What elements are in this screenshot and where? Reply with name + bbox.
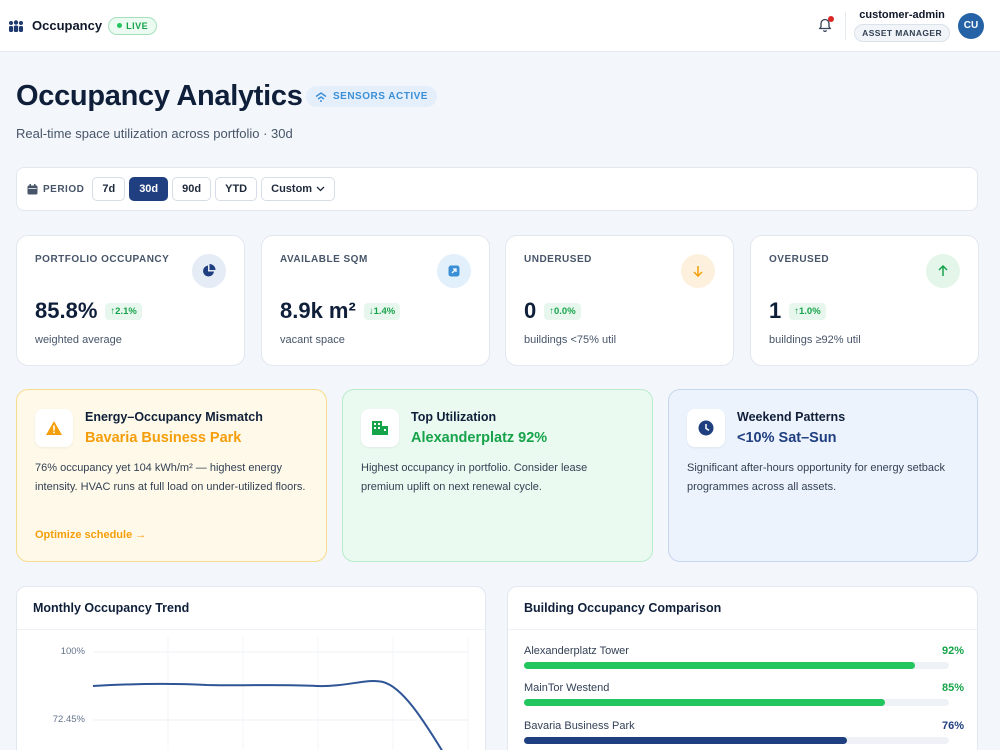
trend-series-line <box>92 680 443 750</box>
y-tick-label: 100% <box>60 646 85 657</box>
kpi-subtext: vacant space <box>280 334 345 346</box>
insight-card-energy-mismatch: Energy–Occupancy Mismatch Bavaria Busine… <box>16 389 327 562</box>
building-icon <box>361 409 399 447</box>
period-custom-label: Custom <box>271 183 313 195</box>
clock-icon <box>687 409 725 447</box>
kpi-subtext: weighted average <box>35 334 122 346</box>
people-icon <box>8 19 24 32</box>
kpi-delta: ↑2.1% <box>105 302 142 320</box>
kpi-card-available-sqm[interactable]: AVAILABLE SQM 8.9k m² ↓1.4% vacant space <box>261 235 490 366</box>
sensors-badge-label: SENSORS ACTIVE <box>333 91 428 102</box>
kpi-delta: ↑1.0% <box>789 302 826 320</box>
bar-track <box>524 662 949 669</box>
live-badge-label: LIVE <box>126 20 149 31</box>
insight-highlight: <10% Sat–Sun <box>737 430 837 446</box>
kpi-subtext: buildings ≥92% util <box>769 334 861 346</box>
building-bar-row[interactable]: MainTor Westend 85% <box>524 682 964 706</box>
role-badge: ASSET MANAGER <box>854 24 950 42</box>
bar-fill <box>524 699 886 706</box>
period-90d-button[interactable]: 90d <box>172 177 212 201</box>
building-name: Bavaria Business Park <box>524 720 635 732</box>
bell-icon <box>818 18 832 32</box>
calendar-icon <box>27 183 38 194</box>
bar-track <box>524 699 949 706</box>
insight-card-weekend-patterns: Weekend Patterns <10% Sat–Sun Significan… <box>668 389 978 562</box>
insight-title: Weekend Patterns <box>737 410 846 424</box>
kpi-value: 85.8% <box>35 298 98 323</box>
kpi-delta: ↑0.0% <box>544 302 581 320</box>
insight-highlight: Alexanderplatz 92% <box>411 430 548 446</box>
building-value: 92% <box>941 645 964 657</box>
kpi-label: PORTFOLIO OCCUPANCY <box>35 254 170 265</box>
period-7d-button[interactable]: 7d <box>92 177 126 201</box>
arrow-down-icon <box>681 254 715 288</box>
period-30d-button[interactable]: 30d <box>129 177 169 201</box>
building-value: 76% <box>941 720 964 732</box>
period-label: PERIOD <box>27 183 85 195</box>
period-ytd-button[interactable]: YTD <box>215 177 258 201</box>
building-comparison-panel: Building Occupancy Comparison Alexanderp… <box>507 586 978 750</box>
kpi-label: OVERUSED <box>769 254 830 265</box>
top-bar: Occupancy LIVE customer-admin ASSET MANA… <box>0 0 1000 52</box>
insight-card-top-utilization: Top Utilization Alexanderplatz 92% Highe… <box>342 389 653 562</box>
insight-highlight: Bavaria Business Park <box>85 430 242 446</box>
period-label-text: PERIOD <box>43 183 85 195</box>
chevron-down-icon <box>316 186 325 192</box>
divider <box>845 11 847 40</box>
kpi-card-overused[interactable]: OVERUSED 1 ↑1.0% buildings ≥92% util <box>750 235 979 366</box>
avatar[interactable]: CU <box>958 12 984 39</box>
page-title: Occupancy Analytics <box>16 80 303 112</box>
bar-track <box>524 737 949 744</box>
wifi-icon <box>315 91 327 102</box>
kpi-card-underused[interactable]: UNDERUSED 0 ↑0.0% buildings <75% util <box>505 235 734 366</box>
y-tick-label: 72.45% <box>52 714 85 725</box>
building-name: MainTor Westend <box>524 682 610 694</box>
insight-title: Energy–Occupancy Mismatch <box>85 410 263 424</box>
insight-body: Highest occupancy in portfolio. Consider… <box>361 462 588 493</box>
trend-line-chart <box>92 637 469 750</box>
brand[interactable]: Occupancy <box>8 18 102 33</box>
live-badge: LIVE <box>108 16 158 35</box>
user-menu[interactable]: customer-admin ASSET MANAGER <box>854 9 950 42</box>
app-name: Occupancy <box>32 18 103 33</box>
divider <box>508 629 977 630</box>
kpi-card-portfolio-occupancy[interactable]: PORTFOLIO OCCUPANCY 85.8% ↑2.1% weighted… <box>16 235 245 366</box>
notification-dot <box>828 15 835 22</box>
period-selector: PERIOD 7d 30d 90d YTD Custom <box>16 167 978 211</box>
expand-icon <box>437 254 471 288</box>
page-subtitle: Real-time space utilization across portf… <box>16 126 293 141</box>
kpi-value: 8.9k m² <box>280 298 356 323</box>
bar-fill <box>524 737 847 744</box>
insight-body: Significant after-hours opportunity for … <box>687 462 946 493</box>
live-dot-icon <box>117 23 123 28</box>
notifications-button[interactable] <box>815 15 835 36</box>
arrow-up-icon <box>926 254 960 288</box>
bar-fill <box>524 662 915 669</box>
panel-title: Monthly Occupancy Trend <box>33 601 190 615</box>
kpi-label: AVAILABLE SQM <box>280 254 368 265</box>
kpi-delta: ↓1.4% <box>363 302 401 320</box>
building-value: 85% <box>941 682 964 694</box>
divider <box>17 629 485 630</box>
insight-body: 76% occupancy yet 104 kWh/m² — highest e… <box>35 462 306 493</box>
kpi-subtext: buildings <75% util <box>524 334 617 346</box>
period-custom-dropdown[interactable]: Custom <box>261 177 336 201</box>
panel-title: Building Occupancy Comparison <box>524 601 722 615</box>
user-name: customer-admin <box>859 9 945 21</box>
sensors-badge: SENSORS ACTIVE <box>306 86 437 107</box>
kpi-value: 0 <box>524 298 537 323</box>
kpi-value: 1 <box>769 298 782 323</box>
optimize-schedule-link[interactable]: Optimize schedule → <box>35 529 147 541</box>
pie-chart-icon <box>192 254 226 288</box>
building-bar-row[interactable]: Alexanderplatz Tower 92% <box>524 645 964 669</box>
kpi-label: UNDERUSED <box>524 254 592 265</box>
building-bar-row[interactable]: Bavaria Business Park 76% <box>524 720 964 744</box>
insight-title: Top Utilization <box>411 410 497 424</box>
building-name: Alexanderplatz Tower <box>524 645 629 657</box>
monthly-trend-panel: Monthly Occupancy Trend 100% 72.45% <box>16 586 486 750</box>
warning-icon <box>35 409 73 447</box>
